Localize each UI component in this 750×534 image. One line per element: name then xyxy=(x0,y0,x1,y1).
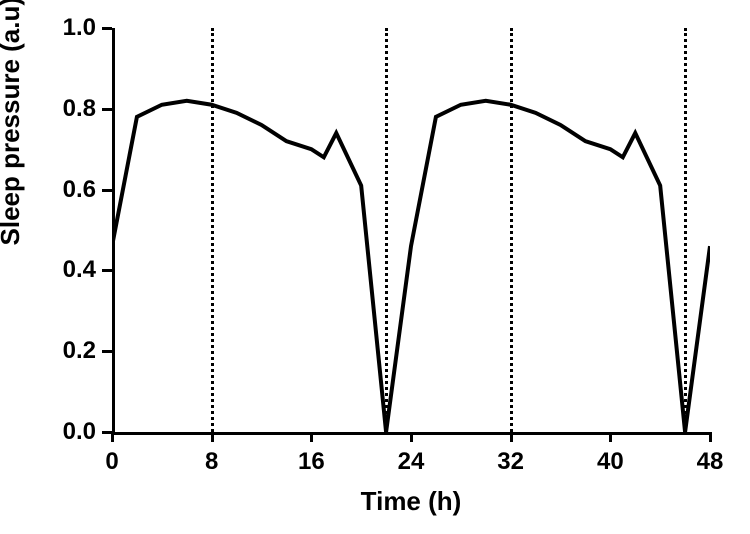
x-tick-label: 8 xyxy=(205,448,218,476)
vertical-reference-line xyxy=(385,28,388,432)
data-line-svg xyxy=(112,28,710,432)
y-tick-label: 0.8 xyxy=(63,95,96,123)
y-tick-label: 0.0 xyxy=(63,418,96,446)
y-axis-title: Sleep pressure (a.u) xyxy=(0,0,26,246)
y-tick-label: 1.0 xyxy=(63,14,96,42)
sleep-pressure-series xyxy=(112,101,710,432)
x-axis-title: Time (h) xyxy=(361,486,462,517)
x-tick xyxy=(510,432,513,442)
y-tick xyxy=(102,350,112,353)
y-tick-label: 0.4 xyxy=(63,256,96,284)
x-tick xyxy=(310,432,313,442)
x-tick-label: 48 xyxy=(697,448,724,476)
x-tick-label: 32 xyxy=(497,448,524,476)
x-tick xyxy=(709,432,712,442)
x-tick xyxy=(410,432,413,442)
x-tick-label: 24 xyxy=(398,448,425,476)
y-tick xyxy=(102,189,112,192)
x-tick xyxy=(609,432,612,442)
plot-area xyxy=(112,28,710,432)
vertical-reference-line xyxy=(211,28,214,432)
sleep-pressure-chart: Sleep pressure (a.u) Time (h) 0.0 0.2 0.4 0… xyxy=(0,0,750,534)
y-tick-label: 0.6 xyxy=(63,176,96,204)
x-tick xyxy=(111,432,114,442)
x-tick-label: 40 xyxy=(597,448,624,476)
vertical-reference-line xyxy=(510,28,513,432)
y-tick xyxy=(102,27,112,30)
y-tick-label: 0.2 xyxy=(63,337,96,365)
x-tick-label: 0 xyxy=(105,448,118,476)
x-tick-label: 16 xyxy=(298,448,325,476)
y-tick xyxy=(102,108,112,111)
vertical-reference-line xyxy=(684,28,687,432)
x-tick xyxy=(211,432,214,442)
y-tick xyxy=(102,269,112,272)
